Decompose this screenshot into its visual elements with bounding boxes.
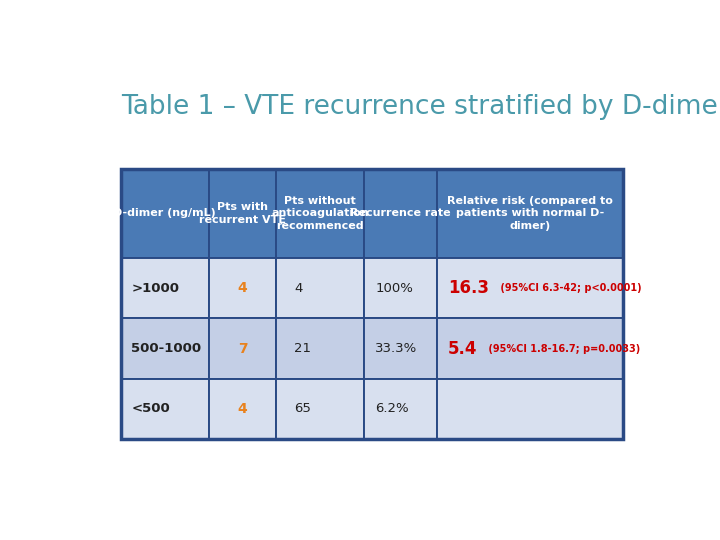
Bar [276,379,364,439]
Bar [276,258,364,319]
Text: Pts without
anticoagulation
recommenced: Pts without anticoagulation recommenced [271,196,369,231]
Bar [121,379,209,439]
Bar [121,168,209,258]
Bar [364,379,437,439]
Text: 4: 4 [238,281,248,295]
Bar [364,258,437,319]
Text: 4: 4 [238,402,248,416]
Text: D-dimer (ng/mL): D-dimer (ng/mL) [113,208,216,219]
Bar [276,319,364,379]
Text: <500: <500 [131,402,170,415]
Text: 6.2%: 6.2% [375,402,409,415]
Text: (95%CI 6.3-42; p<0.0001): (95%CI 6.3-42; p<0.0001) [498,284,642,293]
Text: 7: 7 [238,342,247,355]
Text: Relative risk (compared to
patients with normal D-
dimer): Relative risk (compared to patients with… [447,196,613,231]
Bar [364,168,437,258]
Bar [364,319,437,379]
Bar [209,258,276,319]
Bar [437,258,623,319]
Text: (95%CI 1.8-16.7; p=0.0033): (95%CI 1.8-16.7; p=0.0033) [485,343,640,354]
Text: 500-1000: 500-1000 [131,342,202,355]
Bar [437,319,623,379]
Text: 4: 4 [294,282,302,295]
Bar [121,168,623,439]
Bar [209,379,276,439]
Text: >1000: >1000 [131,282,179,295]
Bar [437,168,623,258]
Text: 65: 65 [294,402,311,415]
Bar [121,319,209,379]
Bar [121,258,209,319]
Bar [276,168,364,258]
Text: 5.4: 5.4 [449,340,478,357]
Text: 100%: 100% [375,282,413,295]
Text: Recurrence rate: Recurrence rate [351,208,451,219]
Bar [209,168,276,258]
Bar [209,319,276,379]
Text: Pts with
recurrent VTE: Pts with recurrent VTE [199,202,286,225]
Bar [437,379,623,439]
Text: Table 1 – VTE recurrence stratified by D-dimer: Table 1 – VTE recurrence stratified by D… [121,94,720,120]
Text: 16.3: 16.3 [449,279,489,298]
Text: 33.3%: 33.3% [375,342,418,355]
Text: 21: 21 [294,342,311,355]
